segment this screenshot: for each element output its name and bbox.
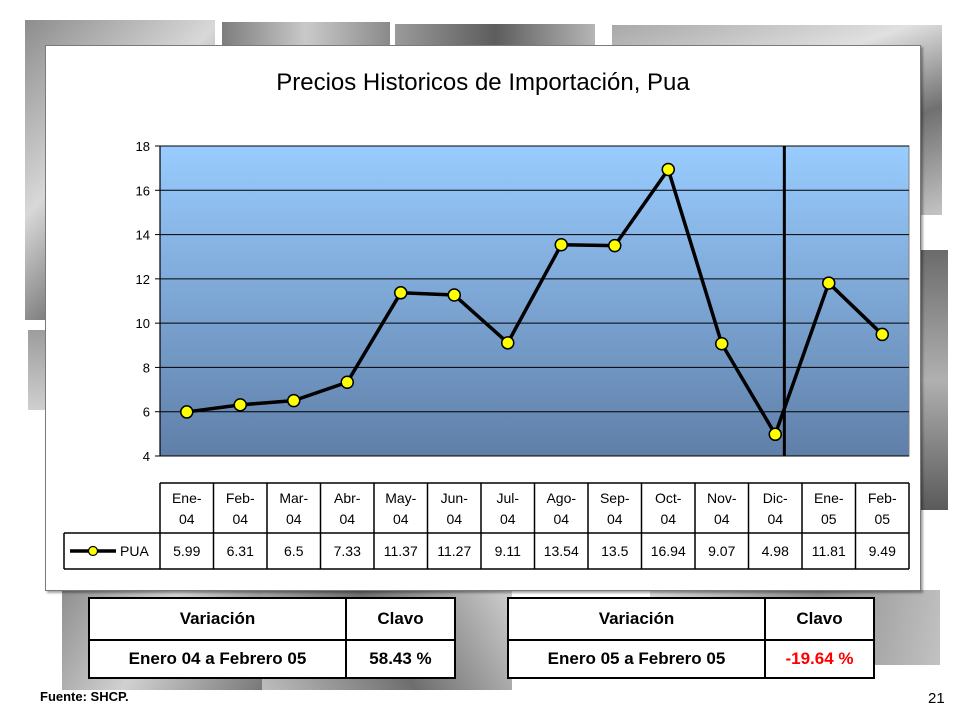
data-label: 11.37 bbox=[384, 543, 418, 559]
y-tick-label: 4 bbox=[143, 449, 150, 464]
legend-label: PUA bbox=[120, 543, 149, 559]
variation-table-right: Variación Clavo Enero 05 a Febrero 05 -1… bbox=[507, 597, 875, 679]
data-point bbox=[769, 428, 781, 440]
data-label: 11.27 bbox=[437, 543, 471, 559]
category-label: 04 bbox=[339, 511, 355, 527]
data-point bbox=[448, 289, 460, 301]
y-tick-label: 16 bbox=[136, 183, 150, 198]
data-point bbox=[876, 328, 888, 340]
data-label: 6.31 bbox=[227, 543, 254, 559]
data-label: 4.98 bbox=[762, 543, 789, 559]
category-label: Ene- bbox=[814, 490, 844, 506]
data-label: 5.99 bbox=[173, 543, 200, 559]
data-point bbox=[609, 240, 621, 252]
table-header-variacion: Variación bbox=[89, 598, 346, 640]
footer-source: Fuente: SHCP. bbox=[40, 689, 129, 704]
data-point bbox=[234, 399, 246, 411]
category-label: Mar- bbox=[279, 490, 308, 506]
table-header-clavo: Clavo bbox=[765, 598, 874, 640]
data-label: 13.54 bbox=[544, 543, 579, 559]
table-period: Enero 05 a Febrero 05 bbox=[508, 640, 765, 678]
category-label: 05 bbox=[821, 511, 837, 527]
legend-marker bbox=[89, 547, 98, 556]
chart: Precios Historicos de Importación, Pua 4… bbox=[46, 46, 920, 590]
y-tick-label: 12 bbox=[136, 272, 150, 287]
chart-frame: Precios Historicos de Importación, Pua 4… bbox=[45, 45, 921, 591]
variation-table-left: Variación Clavo Enero 04 a Febrero 05 58… bbox=[88, 597, 456, 679]
table-value: -19.64 % bbox=[765, 640, 874, 678]
category-label: 04 bbox=[393, 511, 409, 527]
data-point bbox=[555, 239, 567, 251]
data-point bbox=[823, 277, 835, 289]
data-label: 16.94 bbox=[651, 543, 686, 559]
data-label: 13.5 bbox=[601, 543, 628, 559]
category-label: May- bbox=[385, 490, 416, 506]
y-tick-label: 8 bbox=[143, 360, 150, 375]
y-tick-label: 10 bbox=[136, 316, 150, 331]
category-label: Oct- bbox=[655, 490, 682, 506]
data-point bbox=[662, 163, 674, 175]
background-photo bbox=[222, 22, 390, 46]
y-tick-label: 14 bbox=[136, 228, 150, 243]
data-label: 9.07 bbox=[708, 543, 735, 559]
y-tick-label: 18 bbox=[136, 139, 150, 154]
category-label: 05 bbox=[874, 511, 890, 527]
category-label: Feb- bbox=[868, 490, 897, 506]
data-point bbox=[502, 337, 514, 349]
data-label: 6.5 bbox=[284, 543, 304, 559]
y-tick-label: 6 bbox=[143, 405, 150, 420]
data-point bbox=[181, 406, 193, 418]
table-value: 58.43 % bbox=[346, 640, 455, 678]
category-label: 04 bbox=[714, 511, 730, 527]
category-label: Dic- bbox=[763, 490, 788, 506]
background-photo bbox=[395, 24, 595, 46]
category-label: Sep- bbox=[600, 490, 630, 506]
category-label: Jun- bbox=[441, 490, 469, 506]
table-header-variacion: Variación bbox=[508, 598, 765, 640]
category-label: 04 bbox=[500, 511, 516, 527]
data-label: 7.33 bbox=[334, 543, 361, 559]
category-label: Abr- bbox=[334, 490, 361, 506]
data-label: 9.11 bbox=[495, 543, 521, 559]
category-label: 04 bbox=[446, 511, 462, 527]
plot-area bbox=[160, 146, 909, 456]
data-point bbox=[716, 338, 728, 350]
category-label: 04 bbox=[286, 511, 302, 527]
category-label: 04 bbox=[553, 511, 569, 527]
data-label: 9.49 bbox=[869, 543, 896, 559]
category-label: Feb- bbox=[226, 490, 255, 506]
category-label: Ene- bbox=[172, 490, 202, 506]
chart-title: Precios Historicos de Importación, Pua bbox=[276, 69, 690, 96]
category-label: Ago- bbox=[546, 490, 576, 506]
data-point bbox=[341, 376, 353, 388]
table-period: Enero 04 a Febrero 05 bbox=[89, 640, 346, 678]
category-label: 04 bbox=[767, 511, 783, 527]
category-label: 04 bbox=[607, 511, 623, 527]
data-label: 11.81 bbox=[812, 543, 846, 559]
data-point bbox=[288, 395, 300, 407]
table-header-clavo: Clavo bbox=[346, 598, 455, 640]
data-point bbox=[395, 287, 407, 299]
category-label: 04 bbox=[232, 511, 248, 527]
page-number: 21 bbox=[928, 690, 945, 707]
category-label: Jul- bbox=[496, 490, 519, 506]
category-label: 04 bbox=[660, 511, 676, 527]
background-photo bbox=[918, 250, 948, 510]
category-label: Nov- bbox=[707, 490, 737, 506]
category-label: 04 bbox=[179, 511, 195, 527]
